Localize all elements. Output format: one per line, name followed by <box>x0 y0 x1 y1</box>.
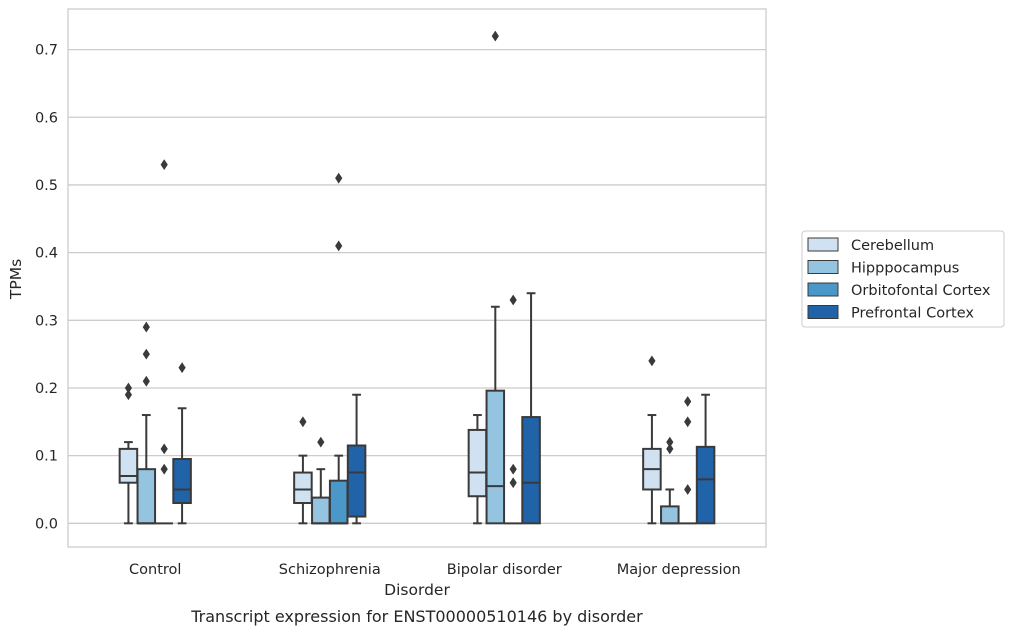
x-tick-label: Bipolar disorder <box>447 562 562 578</box>
legend-frame <box>801 230 1005 328</box>
outlier-point <box>509 294 517 306</box>
y-tick-label: 0.0 <box>35 516 58 532</box>
outlier-point <box>160 463 168 475</box>
y-axis-title: TPMs <box>7 259 25 300</box>
x-axis-ticks: Control Schizophrenia Bipolar disorder Majo… <box>129 562 741 578</box>
outlier-point <box>666 436 674 448</box>
legend-label: Prefrontal Cortex <box>851 306 974 322</box>
outlier-point <box>142 375 150 387</box>
y-tick-label: 0.1 <box>35 449 58 465</box>
y-axis-ticks: 0.0 0.1 0.2 0.3 0.4 0.5 0.6 0.7 <box>35 43 58 533</box>
outlier-point <box>335 172 343 184</box>
box-body <box>118 447 139 484</box>
box-body <box>695 445 716 525</box>
box-prefrontal-cortex <box>172 362 192 525</box>
outlier-point <box>317 436 325 448</box>
box-body <box>467 428 488 498</box>
box-body <box>311 496 331 525</box>
y-tick-label: 0.2 <box>35 381 58 397</box>
legend-swatch <box>807 305 839 319</box>
y-tick-label: 0.4 <box>35 246 58 262</box>
box-orbitofontal-cortex <box>504 294 522 525</box>
outlier-point <box>684 416 692 428</box>
x-axis-title: Disorder <box>384 581 450 599</box>
outlier-point <box>124 382 133 394</box>
legend-label: Hipppocampus <box>851 261 959 277</box>
box-cerebellum <box>118 382 139 525</box>
x-tick-label: Control <box>129 562 181 578</box>
legend: Cerebellum Hipppocampus Orbitofontal Corte… <box>801 230 1005 328</box>
outlier-point <box>666 443 674 455</box>
outlier-point <box>160 443 168 455</box>
box-cerebellum <box>293 416 313 525</box>
outlier-point <box>335 240 343 252</box>
y-tick-label: 0.5 <box>35 178 58 194</box>
outlier-point <box>491 30 499 42</box>
box-body <box>521 416 541 525</box>
box-orbitofontal-cortex <box>328 172 349 525</box>
box-prefrontal-cortex <box>521 292 541 525</box>
x-tick-label: Major depression <box>617 562 741 578</box>
box-orbitofontal-cortex <box>678 396 697 525</box>
outlier-point <box>684 484 692 495</box>
outlier-point <box>509 477 517 489</box>
box-body <box>136 468 157 525</box>
legend-swatch <box>807 260 839 274</box>
outlier-point <box>648 355 656 367</box>
box-body <box>172 458 192 505</box>
legend-swatch <box>807 237 839 252</box>
box-hipppocampus <box>136 321 157 525</box>
box-hipppocampus <box>485 30 506 525</box>
x-tick-label: Schizophrenia <box>279 562 381 578</box>
box-body <box>293 471 313 505</box>
box-body <box>660 505 680 525</box>
outlier-point <box>124 389 133 401</box>
box-prefrontal-cortex <box>346 393 367 525</box>
legend-label: Orbitofontal Cortex <box>851 283 991 299</box>
legend-label: Cerebellum <box>851 238 934 254</box>
box-hipppocampus <box>660 436 680 525</box>
box-groups <box>118 30 716 525</box>
outlier-point <box>509 463 517 475</box>
chart-caption: Transcript expression for ENST0000051014… <box>190 607 643 626</box>
outlier-point <box>299 416 307 428</box>
outlier-point <box>142 348 150 360</box>
box-body <box>485 389 506 525</box>
box-cerebellum <box>642 355 662 525</box>
y-tick-label: 0.3 <box>35 313 58 329</box>
box-prefrontal-cortex <box>695 393 716 525</box>
box-body <box>328 479 349 525</box>
box-orbitofontal-cortex <box>155 159 173 525</box>
box-body <box>346 444 367 518</box>
outlier-point <box>178 362 186 374</box>
outlier-point <box>160 159 168 171</box>
y-tick-label: 0.6 <box>35 110 58 126</box>
legend-swatch <box>807 282 839 297</box>
outlier-point <box>142 321 150 333</box>
box-hipppocampus <box>311 436 331 525</box>
outlier-point <box>684 396 692 407</box>
y-tick-label: 0.7 <box>35 43 58 59</box>
